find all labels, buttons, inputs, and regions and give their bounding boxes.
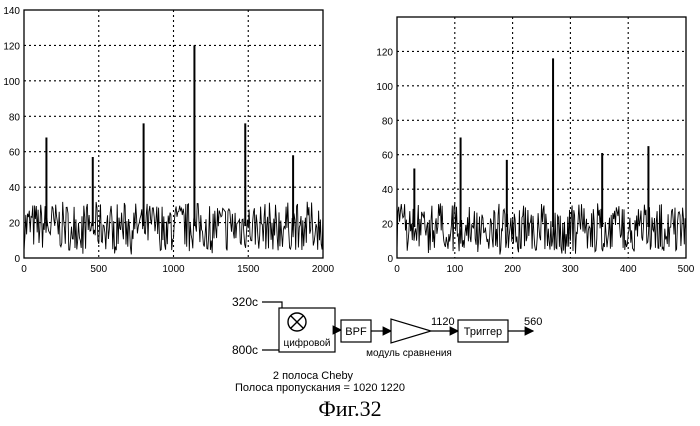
filter-note-line1: 2 полоса Cheby (273, 370, 354, 382)
comparator-icon (391, 319, 431, 343)
input-bottom-label: 800c (232, 343, 258, 357)
filter-note-line2: Полоса пропускания = 1020 1220 (235, 382, 405, 394)
trigger-label: Триггер (464, 326, 502, 338)
input-top-label: 320c (232, 295, 258, 309)
comparator-value: 1120 (431, 316, 455, 328)
figure-caption: Фиг.32 (0, 396, 700, 422)
mixer-label: цифровой (283, 337, 330, 349)
output-value: 560 (524, 316, 542, 328)
comparator-label: модуль сравнения (366, 348, 452, 359)
bpf-label: BPF (345, 326, 367, 338)
